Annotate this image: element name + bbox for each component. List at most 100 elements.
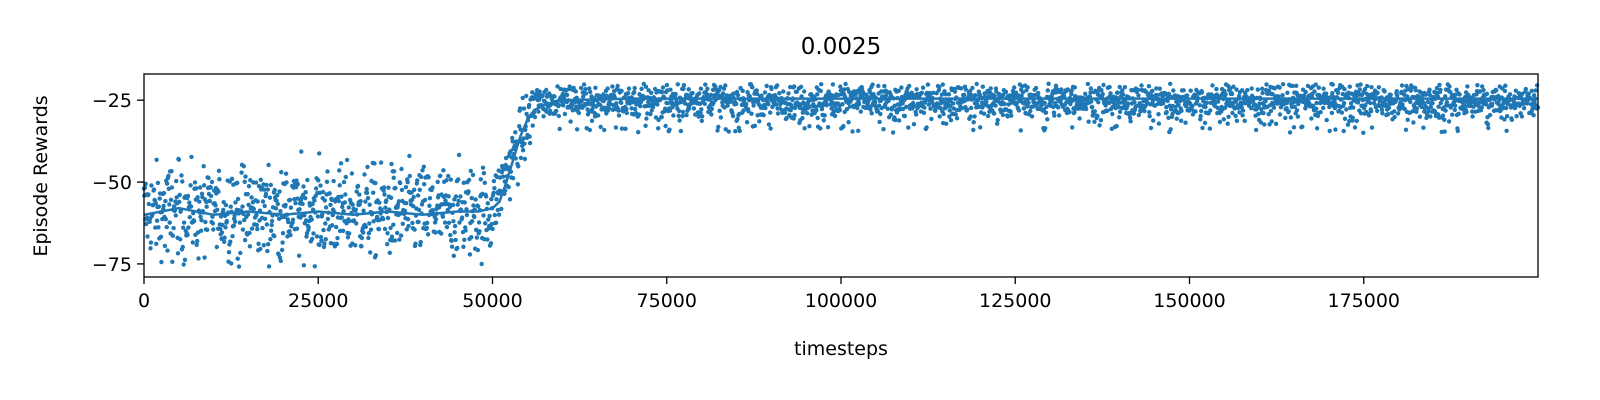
data-point (1006, 102, 1011, 107)
data-point (1179, 108, 1184, 114)
data-point (1261, 110, 1266, 116)
data-point (1154, 86, 1159, 91)
data-point (781, 89, 786, 94)
data-point (1362, 87, 1368, 92)
data-point (363, 224, 368, 229)
data-point (1293, 99, 1298, 104)
data-point (181, 220, 187, 225)
data-point (266, 264, 272, 269)
data-point (888, 112, 894, 117)
data-point (929, 116, 934, 122)
data-point (902, 113, 907, 119)
data-point (734, 101, 739, 107)
data-point (1434, 86, 1440, 91)
data-point (681, 83, 687, 88)
x-tick-label: 50000 (462, 290, 522, 312)
data-point (187, 215, 192, 220)
data-point (247, 230, 252, 236)
data-point (752, 123, 758, 128)
data-point (313, 186, 319, 191)
data-point (655, 102, 660, 107)
x-tick-label: 150000 (1153, 290, 1226, 312)
x-axis: 0 25000 50000 75000 100000 125000 150000 175000 (138, 277, 1400, 312)
data-point (1249, 86, 1254, 91)
data-point (1294, 108, 1300, 113)
data-point (458, 194, 463, 199)
data-point (392, 238, 398, 243)
data-point (1117, 109, 1123, 115)
data-point (536, 109, 541, 114)
data-point (226, 250, 232, 255)
data-point (1521, 106, 1527, 111)
data-point (1240, 113, 1245, 118)
data-point (1486, 125, 1491, 131)
data-point (323, 205, 329, 210)
data-point (1181, 88, 1186, 93)
data-point (1266, 112, 1271, 117)
data-point (764, 83, 769, 89)
data-point (728, 99, 734, 104)
data-point (433, 230, 438, 235)
data-point (1168, 81, 1173, 87)
data-point (444, 224, 450, 230)
data-point (663, 123, 668, 129)
data-point (735, 116, 740, 122)
data-point (1351, 105, 1356, 110)
data-point (365, 195, 371, 201)
data-point (199, 191, 205, 196)
data-point (411, 194, 416, 200)
data-point (149, 183, 154, 188)
data-point (625, 91, 631, 96)
data-point (920, 85, 926, 90)
data-point (334, 224, 339, 230)
data-point (174, 195, 179, 200)
data-point (656, 126, 661, 131)
data-point (146, 201, 151, 207)
data-point (397, 237, 402, 242)
data-point (453, 237, 458, 243)
data-point (236, 264, 242, 269)
data-point (387, 250, 392, 255)
data-point (858, 109, 863, 114)
data-point (170, 259, 175, 264)
data-point (718, 84, 723, 90)
data-point (971, 120, 976, 125)
data-point (474, 235, 480, 240)
data-point (1135, 87, 1141, 93)
data-point (1103, 103, 1108, 108)
data-point (709, 112, 714, 117)
data-point (267, 195, 273, 200)
data-point (1264, 82, 1269, 87)
data-point (1450, 112, 1455, 117)
data-point (1324, 91, 1329, 96)
data-point (1511, 99, 1517, 104)
data-point (807, 124, 812, 129)
data-point (1513, 88, 1519, 93)
data-point (242, 179, 247, 184)
data-point (343, 174, 348, 180)
data-point (232, 213, 237, 218)
data-point (185, 232, 190, 238)
data-point (279, 247, 285, 253)
data-point (562, 111, 568, 117)
data-point (362, 172, 367, 177)
data-point (881, 127, 886, 132)
data-point (222, 235, 227, 240)
data-point (1008, 109, 1013, 115)
data-point (483, 221, 488, 226)
data-point (660, 85, 666, 90)
data-point (1509, 117, 1515, 123)
data-point (144, 221, 149, 227)
data-point (676, 113, 681, 119)
data-point (1427, 92, 1433, 98)
data-point (364, 186, 369, 192)
data-point (968, 105, 974, 111)
data-point (1043, 126, 1048, 131)
data-point (1132, 100, 1137, 105)
data-point (480, 165, 486, 170)
data-point (1138, 109, 1143, 114)
data-point (665, 100, 670, 106)
data-point (554, 108, 559, 114)
data-point (704, 92, 710, 97)
data-point (605, 86, 610, 91)
